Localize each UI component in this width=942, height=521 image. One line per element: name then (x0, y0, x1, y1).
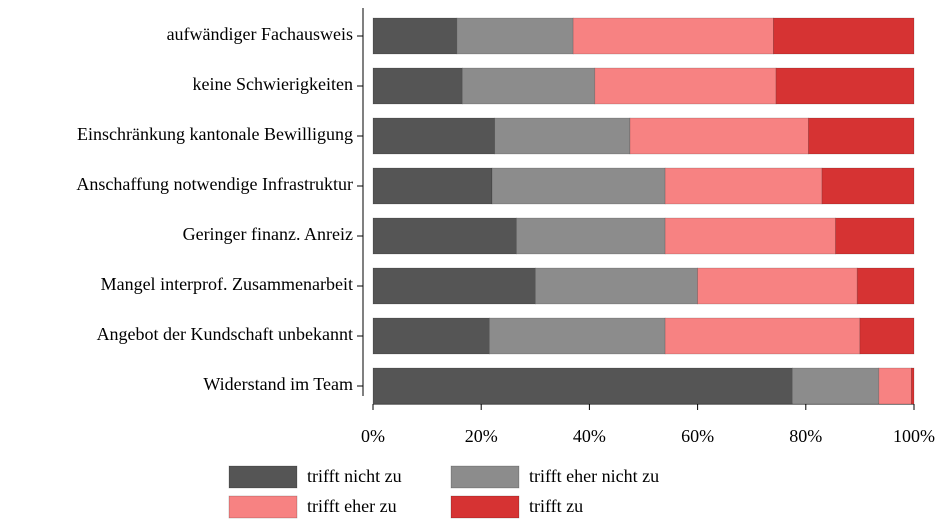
bar-segment (808, 117, 915, 155)
y-tick-label: Mangel interprof. Zusammenarbeit (101, 274, 353, 294)
y-tick-label: Anschaffung notwendige Infrastruktur (76, 174, 353, 194)
y-tick-label: Geringer finanz. Anreiz (183, 224, 353, 244)
bar-segment (664, 217, 836, 255)
x-tick-label: 80% (789, 426, 822, 446)
bar-segment (461, 67, 596, 105)
bar-segment (775, 67, 915, 105)
bar-segment (372, 117, 496, 155)
bar-segment (372, 217, 517, 255)
x-tick-label: 100% (893, 426, 935, 446)
bar-segment (856, 267, 915, 305)
bar-segment (372, 317, 490, 355)
x-tick-label: 0% (361, 426, 385, 446)
y-tick-label: Angebot der Kundschaft unbekannt (97, 324, 353, 344)
bar-segment (697, 267, 858, 305)
bar-segment (791, 367, 880, 405)
legend-label: trifft nicht zu (307, 466, 402, 486)
bar-segment (372, 267, 536, 305)
bar-segment (372, 17, 458, 55)
legend-swatch (228, 495, 298, 519)
y-tick-label: Widerstand im Team (203, 374, 353, 394)
bar-segment (491, 167, 666, 205)
bar-segment (859, 317, 915, 355)
bar-segment (664, 317, 861, 355)
bar-segment (629, 117, 809, 155)
legend-swatch (228, 465, 298, 489)
x-tick-label: 40% (573, 426, 606, 446)
bar-segment (835, 217, 915, 255)
bar-segment (664, 167, 823, 205)
x-tick-label: 60% (681, 426, 714, 446)
bar-segment (372, 67, 463, 105)
y-tick-label: aufwändiger Fachausweis (167, 24, 353, 44)
x-tick-label: 20% (465, 426, 498, 446)
legend-label: trifft eher nicht zu (529, 466, 659, 486)
y-tick-label: keine Schwierigkeiten (193, 74, 353, 94)
y-tick-label: Einschränkung kantonale Bewilligung (77, 124, 353, 144)
bar-segment (534, 267, 698, 305)
bar-segment (878, 367, 912, 405)
bar-segment (456, 17, 574, 55)
bar-segment (372, 167, 493, 205)
bar-segment (572, 17, 774, 55)
legend-swatch (450, 495, 520, 519)
legend-swatch (450, 465, 520, 489)
bar-segment (372, 367, 793, 405)
bar-segment (594, 67, 777, 105)
legend-label: trifft zu (529, 496, 583, 516)
bar-segment (773, 17, 915, 55)
bar-segment (516, 217, 666, 255)
bar-segment (910, 367, 915, 405)
bar-segment (494, 117, 631, 155)
legend-label: trifft eher zu (307, 496, 397, 516)
bar-segment (489, 317, 666, 355)
bar-segment (821, 167, 915, 205)
